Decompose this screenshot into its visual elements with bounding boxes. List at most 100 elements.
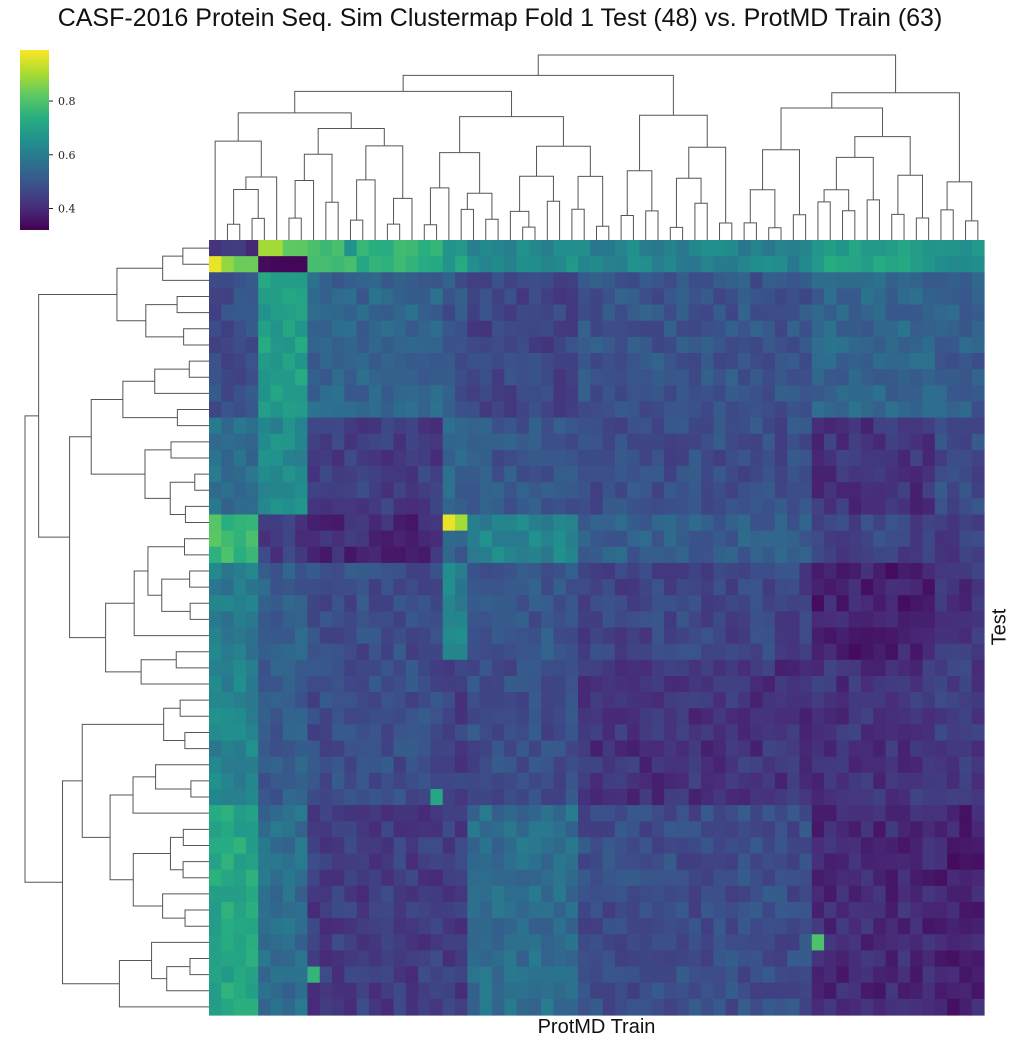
heatmap-cell [824,482,837,499]
heatmap-cell [885,546,899,564]
heatmap-cell [270,756,284,774]
heatmap-cell [688,740,702,758]
heatmap-cell [959,498,973,516]
heatmap-cell [688,708,702,725]
heatmap-cell [528,998,542,1016]
heatmap-cell [393,466,407,483]
heatmap-cell [233,998,247,1016]
heatmap-cell [947,885,960,903]
heatmap-cell [651,982,665,1000]
heatmap-cell [614,918,628,935]
heatmap-cell [467,869,481,887]
heatmap-cell [233,772,247,790]
heatmap-cell [885,918,899,935]
heatmap-cell [910,353,924,370]
heatmap-cell [602,256,616,273]
row-dendrogram-link [132,853,171,907]
heatmap-cell [528,401,542,419]
heatmap-cell [959,821,973,838]
heatmap-cell [860,756,874,774]
heatmap-cell [258,433,272,451]
heatmap-cell [873,982,887,1000]
heatmap-cell [270,579,284,596]
heatmap-cell [947,579,960,596]
heatmap-cell [762,385,776,403]
heatmap-cell [319,918,333,935]
heatmap-cell [639,805,653,822]
heatmap-cell [467,385,481,403]
heatmap-cell [897,740,911,758]
heatmap-cell [762,740,776,758]
heatmap-cell [319,272,333,290]
heatmap-cell [233,901,247,919]
heatmap-cell [479,466,493,483]
heatmap-cell [479,692,493,709]
heatmap-cell [368,385,382,403]
heatmap-cell [467,336,481,354]
heatmap-cell [971,821,985,838]
heatmap-cell [368,466,382,483]
heatmap-cell [491,837,505,855]
heatmap-cell [528,740,542,758]
heatmap-cell [295,885,309,903]
heatmap-cell [565,369,579,386]
heatmap-cell [565,918,579,935]
heatmap-cell [319,982,333,1000]
heatmap-cell [258,740,272,758]
heatmap-cell [688,821,702,838]
heatmap-cell [442,514,456,532]
heatmap-cell [971,885,985,903]
heatmap-cell [479,240,493,257]
heatmap-cell [565,788,579,806]
heatmap-cell [910,304,924,322]
heatmap-cell [307,595,321,612]
heatmap-cell [578,385,591,403]
heatmap-cell [553,692,567,709]
heatmap-cell [639,433,653,451]
heatmap-cell [381,288,395,306]
heatmap-cell [836,643,850,661]
heatmap-cell [836,998,850,1016]
heatmap-cell [627,772,641,790]
heatmap-cell [762,982,776,1000]
heatmap-grid [209,240,985,1016]
heatmap-cell [356,950,370,968]
heatmap-cell [922,692,936,709]
heatmap-cell [713,530,727,548]
heatmap-cell [762,950,776,968]
heatmap-cell [725,611,739,629]
heatmap-cell [356,708,370,725]
heatmap-cell [332,643,345,661]
heatmap-cell [578,901,591,919]
heatmap-cell [393,708,407,725]
heatmap-cell [688,918,702,935]
heatmap-cell [737,966,751,984]
heatmap-cell [922,449,936,467]
heatmap-cell [282,272,296,290]
heatmap-cell [332,482,345,499]
heatmap-cell [209,417,222,435]
heatmap-cell [836,449,850,467]
heatmap-cell [553,466,567,483]
heatmap-cell [897,240,911,257]
heatmap-cell [737,385,751,403]
heatmap-cell [418,240,432,257]
colorbar-tick-label: 0.6 [58,149,76,162]
heatmap-cell [614,659,628,677]
heatmap-cell [787,288,801,306]
heatmap-cell [971,708,985,725]
heatmap-cell [467,514,481,532]
heatmap-cell [245,724,259,742]
heatmap-cell [479,320,493,338]
heatmap-cell [418,708,432,725]
heatmap-cell [934,724,948,742]
heatmap-cell [627,611,641,629]
heatmap-cell [245,788,259,806]
heatmap-cell [602,772,616,790]
heatmap-cell [688,369,702,386]
heatmap-cell [455,998,468,1016]
heatmap-cell [799,304,813,322]
heatmap-cell [910,756,924,774]
heatmap-cell [516,821,530,838]
heatmap-cell [947,433,960,451]
